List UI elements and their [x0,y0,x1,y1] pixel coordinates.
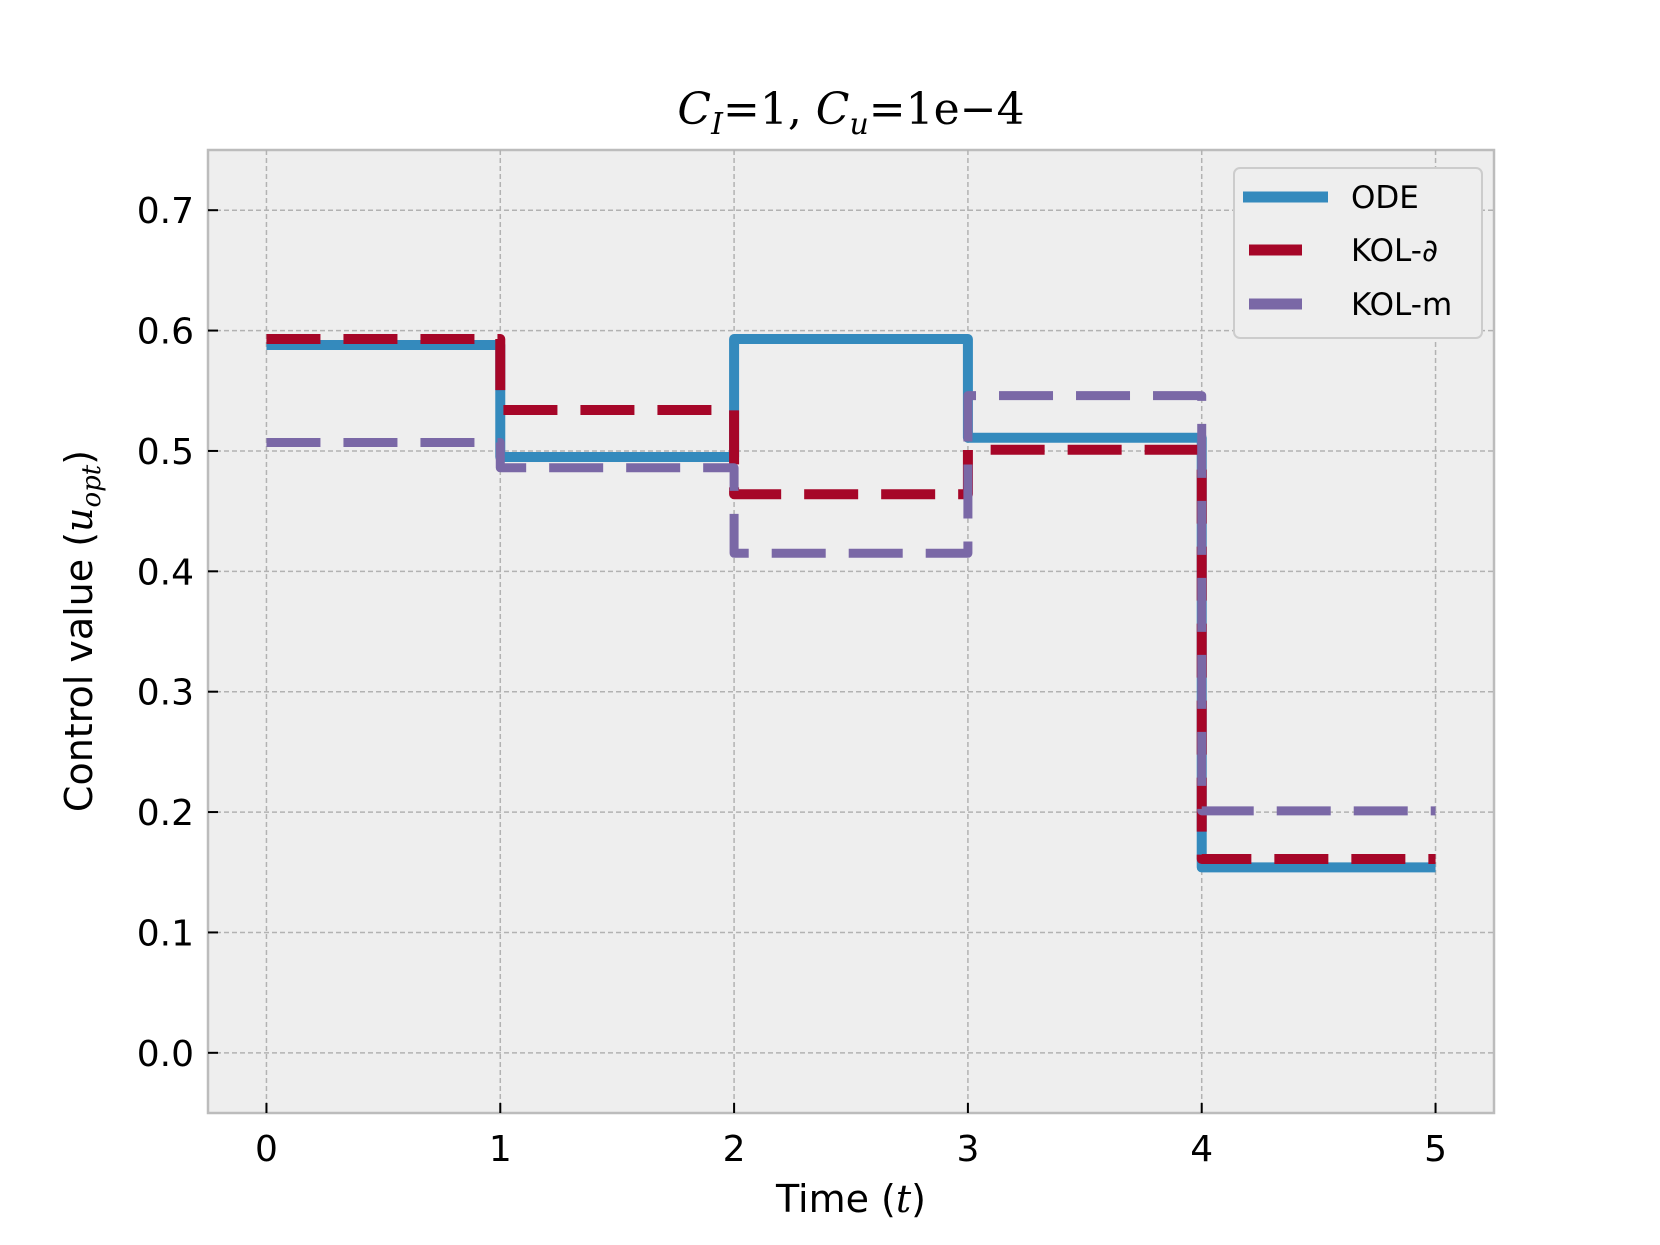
legend-label-kol-m: KOL-m [1351,287,1452,323]
x-tick-label: 5 [1424,1129,1447,1170]
chart-title: CI=1, Cu=1e−4 [677,84,1024,142]
y-tick-label: 0.7 [137,191,194,232]
x-axis-label: Time (t) [775,1177,926,1221]
x-tick-label: 2 [723,1129,746,1170]
y-tick-label: 0.6 [137,312,194,353]
y-tick-label: 0.5 [137,432,194,473]
y-tick-label: 0.4 [137,552,194,593]
series-line-kol-m [266,391,1436,816]
legend-label-ode: ODE [1351,180,1419,216]
series-line-kol- [266,333,1436,865]
y-tick-label: 0.2 [137,793,194,834]
x-tick-label: 4 [1190,1129,1213,1170]
y-tick-label: 0.3 [137,673,194,714]
x-tick-label: 3 [956,1129,979,1170]
legend: ODE KOL-∂ KOL-m [1233,167,1483,339]
y-axis-label: Control value (uopt) [57,450,107,812]
legend-label-kol-d: KOL-∂ [1351,233,1438,269]
grid [208,150,1494,1113]
x-tick-label: 0 [255,1129,278,1170]
legend-box [1233,167,1483,339]
y-tick-label: 0.1 [137,913,194,954]
series-lines [266,333,1436,873]
ticks: 0 1 2 3 4 5 0.0 0.1 0.2 0.3 0.4 0.5 0.6 0.7 [137,191,1447,1170]
x-tick-label: 1 [489,1129,512,1170]
y-tick-label: 0.0 [137,1034,194,1075]
